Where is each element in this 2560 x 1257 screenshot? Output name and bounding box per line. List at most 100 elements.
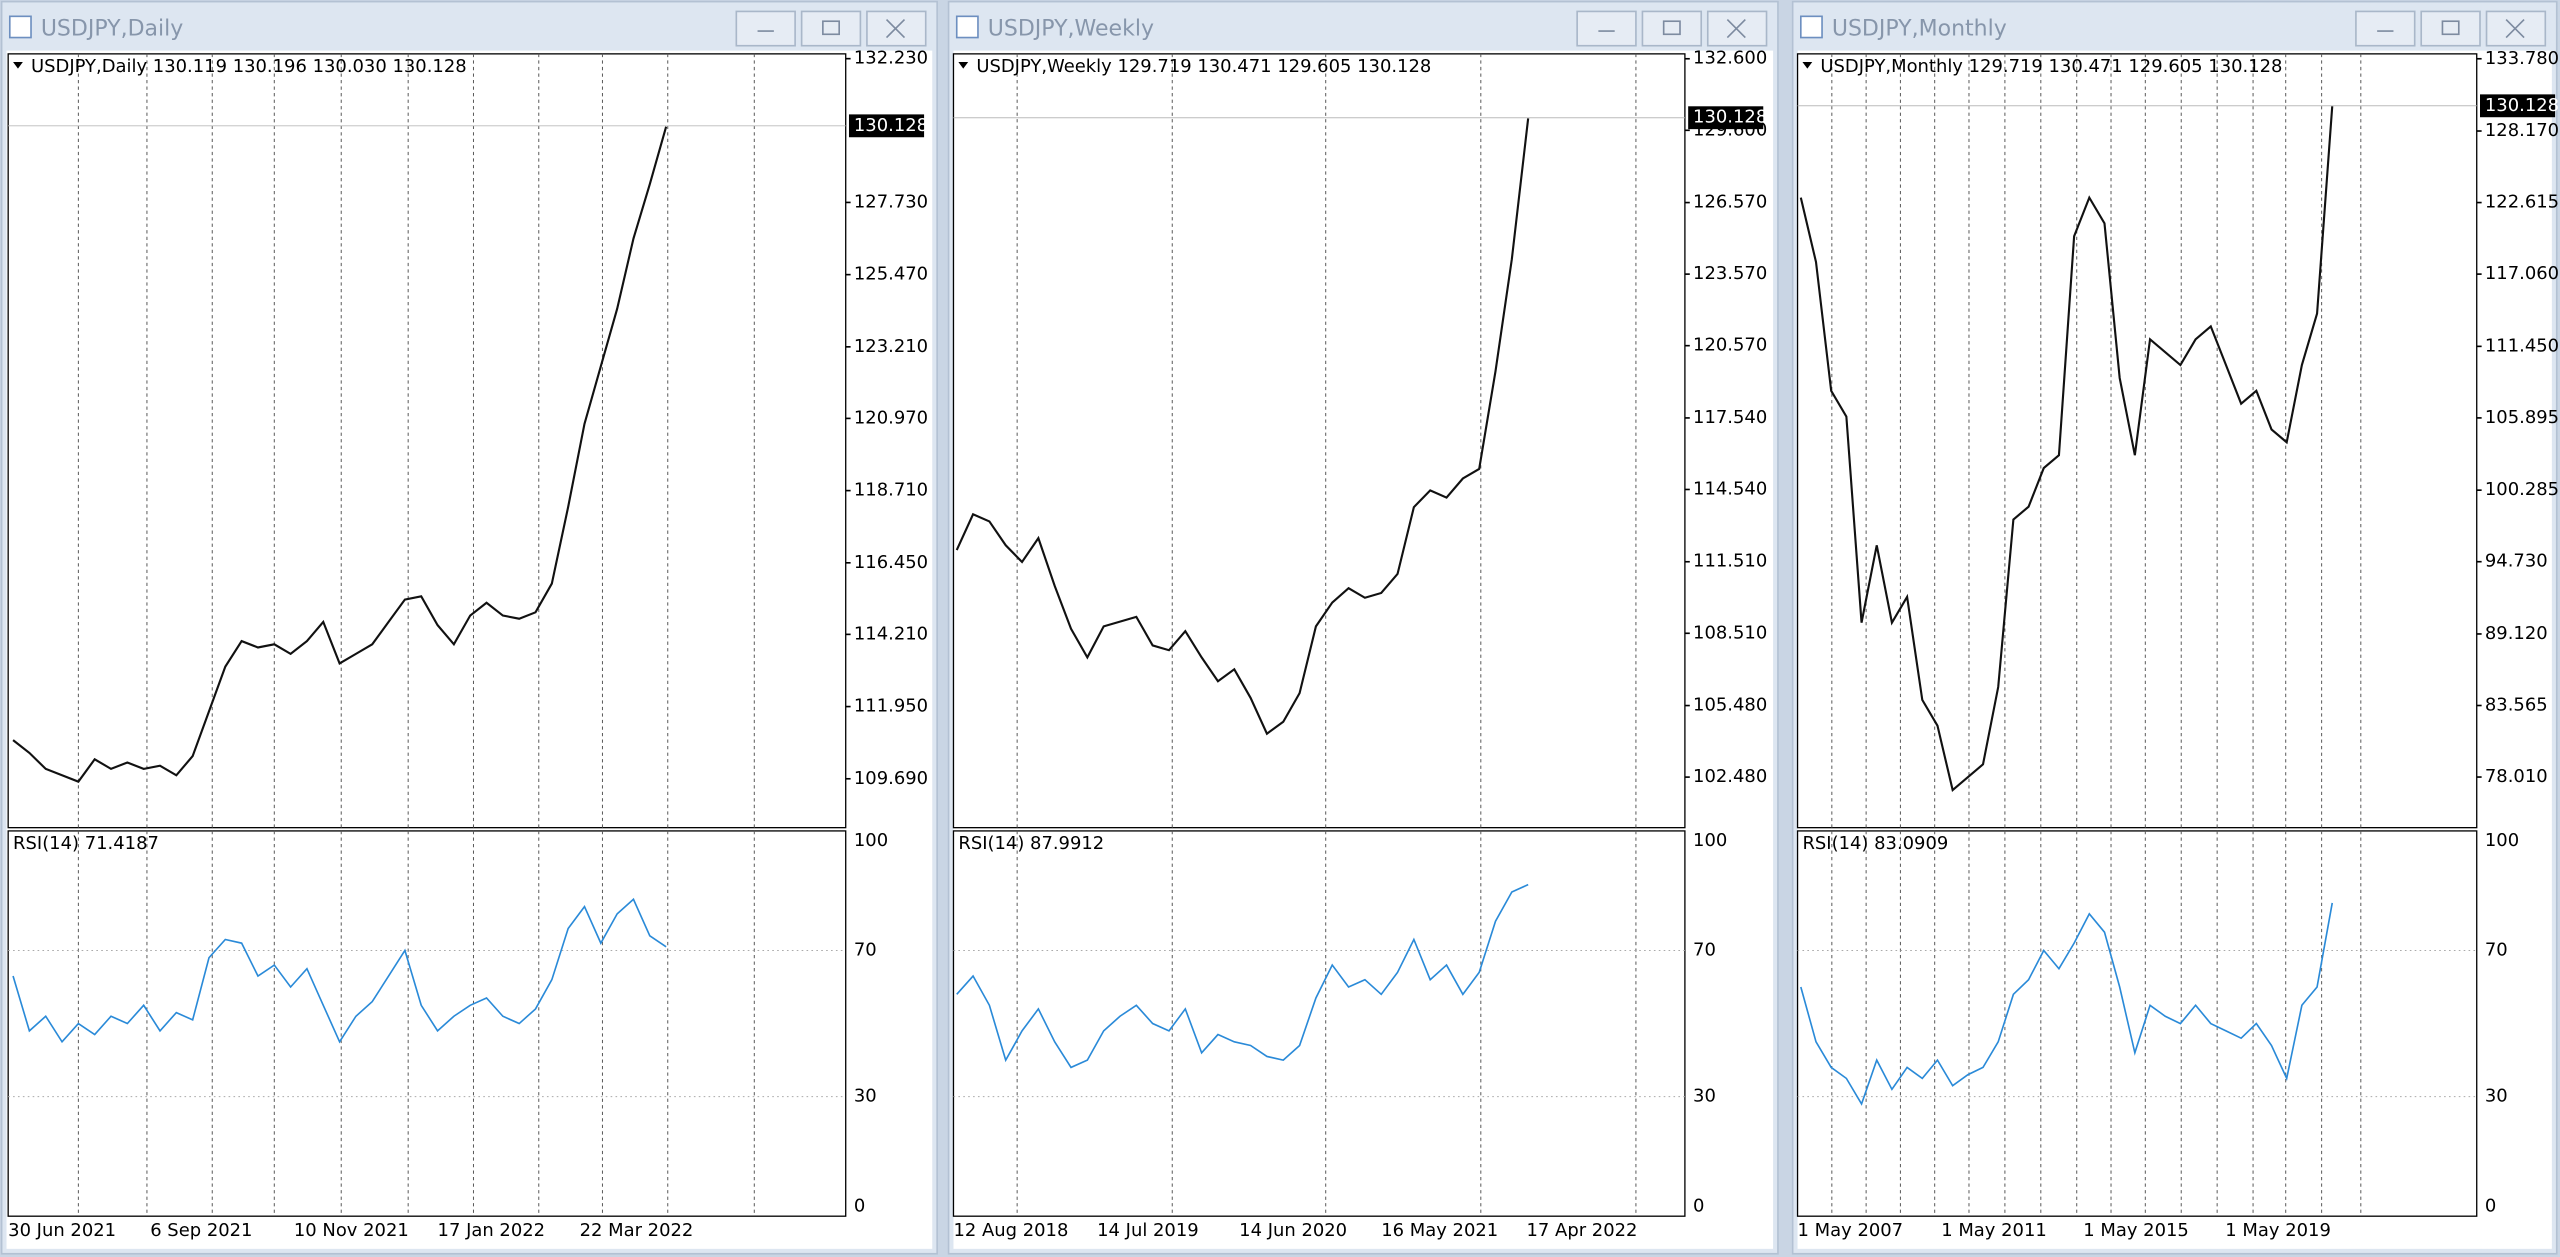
price-tick-label: 108.510 <box>1693 622 1767 643</box>
rsi-tick-label: 30 <box>854 1086 877 1107</box>
price-tick-label: 111.450 <box>2485 335 2559 356</box>
close-icon <box>2505 19 2525 39</box>
rsi-tick-label: 100 <box>1693 830 1727 851</box>
price-tick-label: 127.730 <box>854 191 928 212</box>
rsi-tick-label: 0 <box>854 1195 865 1216</box>
title-icon <box>1800 15 1823 39</box>
rsi-label: RSI(14) 71.4187 <box>13 833 159 854</box>
rsi-panel <box>7 830 847 1217</box>
window-title: USDJPY,Daily <box>41 16 183 41</box>
rsi-line <box>1800 902 2334 1106</box>
price-tick-label: 111.950 <box>854 696 928 717</box>
close-icon <box>1726 19 1746 39</box>
price-tick-label: 122.615 <box>2485 192 2559 213</box>
price-line <box>1799 106 2334 792</box>
price-tick-label: 109.690 <box>854 768 928 789</box>
restore-icon <box>1662 20 1681 36</box>
price-tick-label: 123.570 <box>1693 263 1767 284</box>
rsi-tick-label: 30 <box>1693 1086 1716 1107</box>
price-tick-label: 111.510 <box>1693 551 1767 572</box>
title-icon <box>8 15 32 39</box>
rsi-tick-label: 70 <box>2485 939 2508 960</box>
rsi-tick-label: 70 <box>854 939 877 960</box>
date-label: 10 Nov 2021 <box>294 1220 409 1241</box>
date-label: 16 May 2021 <box>1381 1220 1498 1241</box>
minimize-button[interactable] <box>735 10 796 47</box>
restore-button[interactable] <box>800 10 862 47</box>
price-tick-label: 133.780 <box>2485 48 2559 69</box>
price-tick-label: 94.730 <box>2485 551 2548 572</box>
rsi-panel <box>952 830 1686 1217</box>
restore-button[interactable] <box>2420 10 2481 47</box>
price-tick-label: 128.170 <box>2485 120 2559 141</box>
chart-area <box>6 50 933 1249</box>
price-panel <box>1796 53 2478 829</box>
date-label: 1 May 2011 <box>1941 1220 2047 1241</box>
current-price-label: 130.128 <box>2485 95 2559 116</box>
window-title: USDJPY,Monthly <box>1832 16 2007 41</box>
date-label: 17 Jan 2022 <box>438 1220 546 1241</box>
price-tick-label: 120.570 <box>1693 335 1767 356</box>
current-price-label: 130.128 <box>854 115 928 136</box>
rsi-tick-label: 100 <box>854 830 888 851</box>
price-tick-label: 126.570 <box>1693 192 1767 213</box>
price-tick-label: 118.710 <box>854 480 928 501</box>
date-label: 22 Mar 2022 <box>580 1220 694 1241</box>
price-line <box>12 126 668 783</box>
date-label: 14 Jul 2019 <box>1097 1220 1199 1241</box>
date-label: 17 Apr 2022 <box>1527 1220 1638 1241</box>
rsi-tick-label: 0 <box>1693 1195 1704 1216</box>
header-arrow <box>958 62 969 69</box>
rsi-label: RSI(14) 83.0909 <box>1802 833 1948 854</box>
current-price-box <box>2480 94 2556 118</box>
header-arrow <box>1802 62 1813 69</box>
price-tick-label: 100.285 <box>2485 479 2559 500</box>
price-tick-label: 78.010 <box>2485 766 2548 787</box>
price-tick-label: 114.540 <box>1693 478 1767 499</box>
price-tick-label: 117.540 <box>1693 407 1767 428</box>
restore-icon <box>2441 20 2460 36</box>
rsi-panel <box>1796 830 2478 1217</box>
chart-window: USDJPY,Daily 132.230 127.730 125.470 123.210… <box>0 0 938 1255</box>
price-panel <box>952 53 1686 829</box>
chart-window: USDJPY,Weekly132.600129.600126.570123.57… <box>947 0 1779 1255</box>
rsi-tick-label: 0 <box>2485 1195 2496 1216</box>
rsi-line <box>12 897 667 1044</box>
minimize-button[interactable] <box>1576 10 1637 47</box>
price-tick-label: 89.120 <box>2485 623 2548 644</box>
date-label: 30 Jun 2021 <box>8 1220 116 1241</box>
rsi-label: RSI(14) 87.9912 <box>958 833 1104 854</box>
price-tick-label: 120.970 <box>854 407 928 428</box>
chart-header: USDJPY,Daily 130.119 130.196 130.030 130… <box>31 56 467 77</box>
date-label: 12 Aug 2018 <box>953 1220 1068 1241</box>
price-tick-label: 114.210 <box>854 623 928 644</box>
restore-button[interactable] <box>1641 10 1703 47</box>
rsi-line <box>956 883 1529 1069</box>
header-arrow <box>13 62 23 69</box>
date-label: 14 Jun 2020 <box>1239 1220 1347 1241</box>
title-icon <box>955 15 979 39</box>
price-tick-label: 83.565 <box>2485 695 2548 716</box>
current-price-label: 130.128 <box>1693 107 1767 128</box>
restore-icon <box>822 20 840 36</box>
price-tick-label: 132.600 <box>1693 48 1767 69</box>
price-tick-label: 102.480 <box>1693 766 1767 787</box>
price-tick-label: 132.230 <box>854 48 928 69</box>
price-tick-label: 125.470 <box>854 264 928 285</box>
date-label: 1 May 2015 <box>2083 1220 2189 1241</box>
price-panel <box>7 53 847 829</box>
current-price-box <box>1688 106 1764 130</box>
date-label: 1 May 2019 <box>2225 1220 2331 1241</box>
chart-window: USDJPY,Monthly 133.780 128.170 122.615 117.0… <box>1791 0 2559 1255</box>
price-tick-label: 117.060 <box>2485 263 2559 284</box>
window-title: USDJPY,Weekly <box>988 16 1154 41</box>
minimize-button[interactable] <box>2355 10 2416 47</box>
current-price-box <box>848 114 925 138</box>
price-tick-label: 105.895 <box>2485 407 2559 428</box>
rsi-tick-label: 100 <box>2485 830 2519 851</box>
chart-area <box>1797 50 2552 1249</box>
chart-header: USDJPY,Monthly 129.719 130.471 129.605 1… <box>1820 56 2282 77</box>
chart-area <box>953 50 1774 1249</box>
